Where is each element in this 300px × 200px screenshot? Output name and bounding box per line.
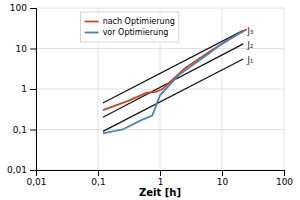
tick: 10 [16, 44, 36, 54]
legend-label: nach Optimierung [103, 17, 175, 26]
tick-mark [30, 170, 36, 171]
series-line [103, 31, 243, 133]
legend-swatch [85, 32, 99, 34]
axis-line [37, 171, 285, 177]
y-axis: 0,01 0,1 1 10 100 [7, 3, 37, 175]
tick: 1 [158, 170, 164, 187]
tick-label: 0,1 [13, 125, 27, 135]
legend-swatch [85, 21, 99, 23]
tick: 100 [10, 3, 36, 13]
tick: 0,01 [7, 165, 36, 175]
tick: 0,01 [26, 170, 46, 187]
annotation: J₂ [247, 41, 254, 50]
tick: 1 [21, 84, 36, 94]
reference-line [103, 59, 243, 131]
grid-line-y [36, 8, 284, 9]
tick-label: 10 [217, 177, 229, 187]
tick: 10 [217, 170, 229, 187]
annotation: J₁ [247, 56, 254, 65]
chart: 0,01 0,1 1 10 100 0,01 0,1 1 10 100 Zeit [h] J₃ J₂ J₁… [0, 0, 300, 200]
legend-box [81, 12, 179, 42]
grid-line-y [36, 129, 284, 130]
tick-mark [284, 170, 285, 176]
tick: 0,1 [91, 170, 105, 187]
tick-mark [30, 130, 36, 131]
legend: nach Optimierung vor Optimierung [81, 12, 179, 42]
tick-label: 0,01 [7, 165, 27, 175]
tick-mark [98, 170, 99, 176]
tick-mark [160, 170, 161, 176]
tick-label: 1 [21, 84, 27, 94]
plot-area [103, 29, 247, 133]
tick-mark [30, 8, 36, 9]
tick-label: 1 [158, 177, 164, 187]
axis-line [30, 9, 37, 171]
tick: 0,1 [13, 125, 36, 135]
x-axis-title: Zeit [h] [139, 187, 181, 198]
tick-label: 0,1 [91, 177, 105, 187]
grid [36, 8, 284, 170]
tick-mark [30, 49, 36, 50]
tick-label: 100 [276, 177, 293, 187]
legend-label: vor Optimierung [103, 28, 169, 37]
tick-label: 0,01 [26, 177, 46, 187]
tick-mark [222, 170, 223, 176]
tick-label: 100 [10, 3, 27, 13]
x-axis: 0,01 0,1 1 10 100 [26, 170, 293, 187]
annotation: J₃ [247, 27, 254, 36]
tick-label: 10 [16, 44, 28, 54]
tick-mark [30, 89, 36, 90]
tick: 100 [276, 170, 293, 187]
